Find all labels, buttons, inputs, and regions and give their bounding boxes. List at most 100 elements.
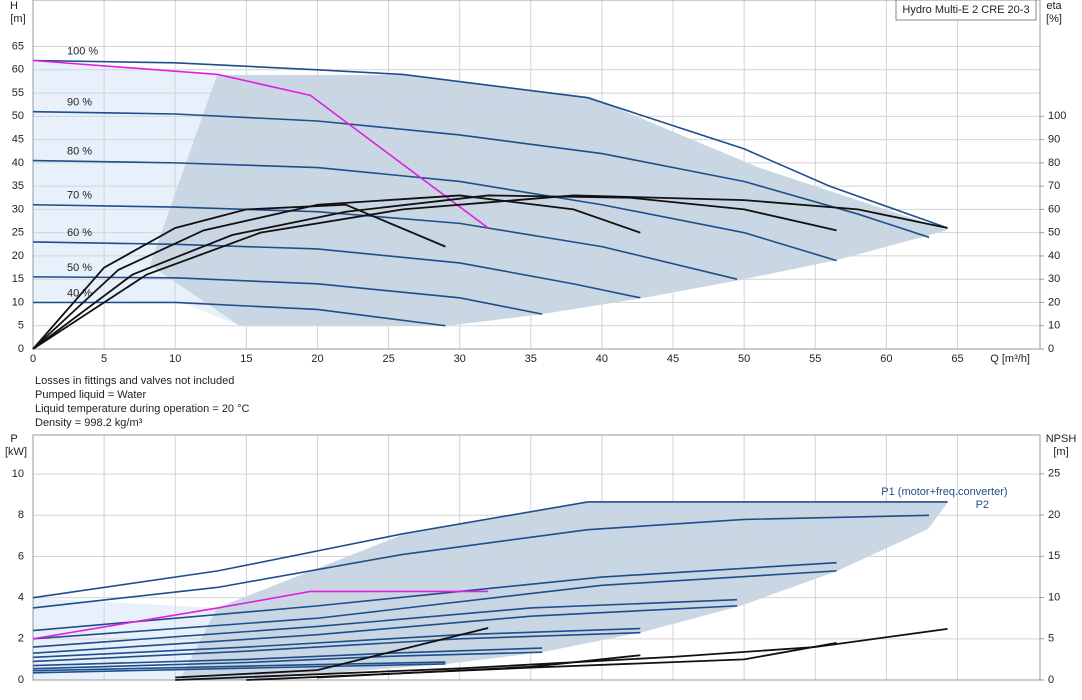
y2-tick-label: 90 <box>1048 134 1060 146</box>
y-tick-label: 10 <box>12 468 24 480</box>
y2-tick-label: 80 <box>1048 157 1060 169</box>
y2-tick-label: 0 <box>1048 343 1054 355</box>
chart-title: Hydro Multi-E 2 CRE 20-3 <box>902 4 1029 16</box>
series-label: 90 % <box>67 97 92 109</box>
series-line <box>32 651 543 670</box>
series-line <box>32 590 489 640</box>
note: Density = 998.2 kg/m³ <box>35 417 143 429</box>
series-line <box>317 654 641 679</box>
note: Liquid temperature during operation = 20… <box>35 403 250 415</box>
series-line <box>175 627 489 679</box>
series-label: 80 % <box>67 145 92 157</box>
x-tick-label: 0 <box>30 353 36 365</box>
series-label: 40 % <box>67 287 92 299</box>
y-tick-label: 50 <box>12 110 24 122</box>
series-line <box>32 59 489 229</box>
y2-label: NPSH <box>1046 433 1077 445</box>
y2-tick-label: 40 <box>1048 250 1060 262</box>
series-line <box>32 605 738 655</box>
y-tick-label: 35 <box>12 180 24 192</box>
series-label: P2 <box>976 499 989 511</box>
y2-tick-label: 20 <box>1048 296 1060 308</box>
y-tick-label: 25 <box>12 227 24 239</box>
y-unit: [m] <box>10 13 25 25</box>
y-unit: [kW] <box>5 446 27 458</box>
x-tick-label: 55 <box>809 353 821 365</box>
y2-tick-label: 0 <box>1048 674 1054 686</box>
note: Losses in fittings and valves not includ… <box>35 375 234 387</box>
y2-tick-label: 15 <box>1048 550 1060 562</box>
y2-tick-label: 10 <box>1048 320 1060 332</box>
range-area <box>180 502 948 680</box>
y-tick-label: 20 <box>12 250 24 262</box>
y-tick-label: 5 <box>18 320 24 332</box>
series-label: 50 % <box>67 262 92 274</box>
series-line <box>32 194 948 350</box>
x-tick-label: 60 <box>880 353 892 365</box>
series-label: P1 (motor+freq.converter) <box>881 486 1007 498</box>
series-line <box>32 663 446 674</box>
series-line <box>32 661 446 672</box>
x-label: Q [m³/h] <box>990 353 1030 365</box>
series-line <box>32 501 948 599</box>
y2-tick-label: 60 <box>1048 203 1060 215</box>
y-tick-label: 30 <box>12 203 24 215</box>
x-tick-label: 40 <box>596 353 608 365</box>
series-line <box>32 194 837 350</box>
y-tick-label: 8 <box>18 509 24 521</box>
x-tick-label: 45 <box>667 353 679 365</box>
series-label: 60 % <box>67 227 92 239</box>
x-tick-label: 25 <box>382 353 394 365</box>
y2-unit: [m] <box>1053 446 1068 458</box>
x-tick-label: 50 <box>738 353 750 365</box>
x-tick-label: 35 <box>525 353 537 365</box>
series-line <box>32 647 543 667</box>
y2-tick-label: 70 <box>1048 180 1060 192</box>
series-line <box>32 627 641 659</box>
y2-label: eta <box>1046 0 1062 12</box>
y-tick-label: 2 <box>18 633 24 645</box>
series-line <box>32 203 738 280</box>
x-tick-label: 10 <box>169 353 181 365</box>
x-tick-label: 65 <box>951 353 963 365</box>
x-tick-label: 15 <box>240 353 252 365</box>
note: Pumped liquid = Water <box>35 389 147 401</box>
y2-tick-label: 50 <box>1048 227 1060 239</box>
title-box <box>895 0 1037 21</box>
y-tick-label: 6 <box>18 550 24 562</box>
series-line <box>32 631 641 663</box>
y-tick-label: 45 <box>12 134 24 146</box>
series-line <box>32 194 641 350</box>
y-label: H <box>10 0 18 12</box>
series-line <box>32 514 930 609</box>
series-line <box>175 627 948 681</box>
y-tick-label: 15 <box>12 273 24 285</box>
plot-frame <box>32 0 1041 350</box>
y2-tick-label: 25 <box>1048 468 1060 480</box>
range-area <box>150 75 948 326</box>
series-label: 70 % <box>67 190 92 202</box>
x-tick-label: 5 <box>101 353 107 365</box>
y-tick-label: 40 <box>12 157 24 169</box>
y2-tick-label: 5 <box>1048 633 1054 645</box>
series-line <box>32 59 948 229</box>
y-label: P <box>10 433 17 445</box>
series-line <box>32 570 837 640</box>
y2-unit: [%] <box>1046 13 1062 25</box>
x-tick-label: 30 <box>454 353 466 365</box>
series-line <box>32 241 641 299</box>
y2-tick-label: 20 <box>1048 509 1060 521</box>
series-line <box>32 203 446 350</box>
series-line <box>32 159 837 262</box>
y-tick-label: 0 <box>18 674 24 686</box>
y-tick-label: 4 <box>18 592 24 604</box>
y-tick-label: 0 <box>18 343 24 355</box>
x-tick-label: 20 <box>311 353 323 365</box>
y2-tick-label: 10 <box>1048 591 1060 603</box>
plot-frame <box>32 434 1041 681</box>
series-label: 100 % <box>67 45 98 57</box>
y2-tick-label: 100 <box>1048 110 1066 122</box>
y-tick-label: 55 <box>12 87 24 99</box>
